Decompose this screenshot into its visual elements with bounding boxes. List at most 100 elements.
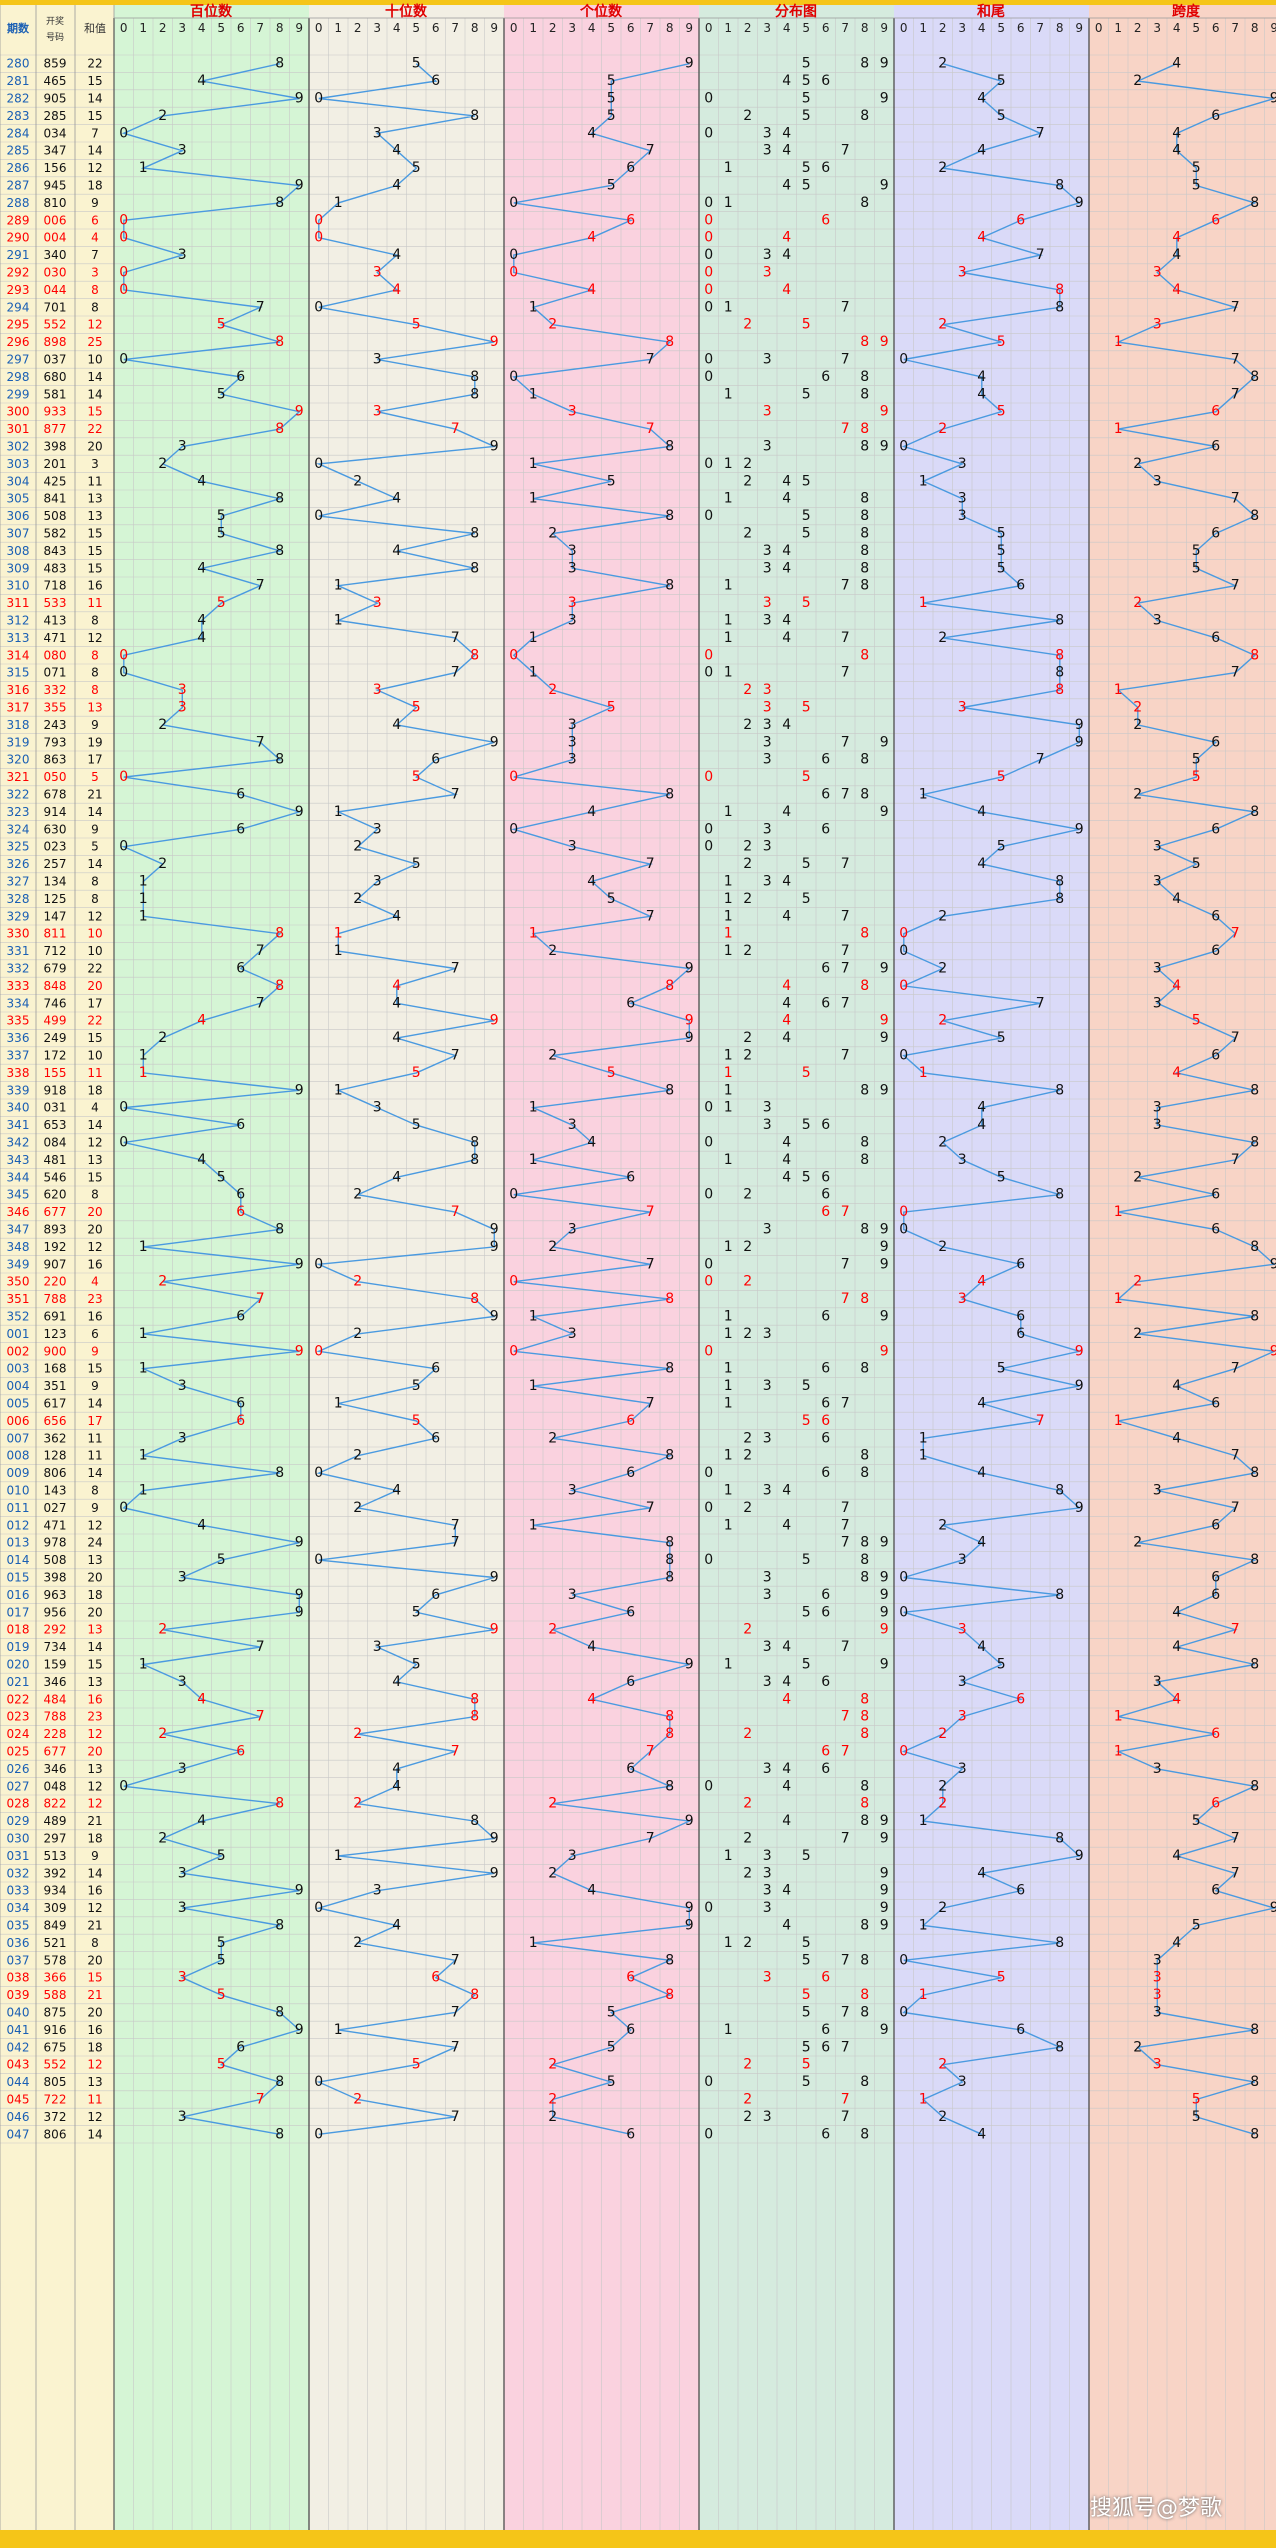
number-cell: 945 bbox=[44, 179, 67, 193]
trend-point-tens: 4 bbox=[392, 1030, 401, 1046]
trend-point-units: 7 bbox=[646, 143, 655, 159]
trend-point-sum_tail: 4 bbox=[977, 856, 986, 872]
distribution-point: 1 bbox=[724, 1082, 733, 1098]
trend-point-sum_tail: 8 bbox=[1055, 665, 1064, 681]
sum-cell: 14 bbox=[87, 1397, 102, 1411]
issue-cell: 337 bbox=[7, 1049, 30, 1063]
number-cell: 257 bbox=[44, 857, 67, 871]
issue-cell: 300 bbox=[7, 405, 30, 419]
distribution-point: 9 bbox=[880, 1343, 889, 1359]
issue-cell: 322 bbox=[7, 788, 30, 802]
distribution-point: 4 bbox=[782, 908, 791, 924]
trend-point-tens: 2 bbox=[353, 1726, 362, 1742]
trend-point-hundreds: 5 bbox=[217, 1848, 226, 1864]
sum-cell: 13 bbox=[87, 1623, 102, 1637]
distribution-point: 1 bbox=[724, 1517, 733, 1533]
trend-point-units: 0 bbox=[509, 769, 518, 785]
trend-point-tens: 4 bbox=[392, 1918, 401, 1934]
issue-cell: 026 bbox=[7, 1762, 30, 1776]
trend-point-hundreds: 9 bbox=[295, 1535, 304, 1551]
issue-cell: 029 bbox=[7, 1814, 30, 1828]
trend-point-sum_tail: 1 bbox=[919, 787, 928, 803]
trend-point-span: 4 bbox=[1172, 282, 1181, 298]
number-cell: 620 bbox=[44, 1188, 67, 1202]
trend-point-span: 3 bbox=[1153, 1674, 1162, 1690]
trend-point-units: 7 bbox=[646, 1396, 655, 1412]
distribution-point: 1 bbox=[724, 1448, 733, 1464]
trend-point-units: 4 bbox=[587, 804, 596, 820]
trend-point-units: 4 bbox=[587, 1639, 596, 1655]
trend-point-hundreds: 5 bbox=[217, 386, 226, 402]
digit-label: 7 bbox=[451, 21, 459, 35]
distribution-point: 5 bbox=[802, 1552, 811, 1568]
sum-cell: 15 bbox=[87, 109, 102, 123]
distribution-point: 6 bbox=[821, 160, 830, 176]
distribution-point: 5 bbox=[802, 1169, 811, 1185]
trend-point-sum_tail: 2 bbox=[938, 1013, 947, 1029]
trend-point-span: 7 bbox=[1231, 1152, 1240, 1168]
distribution-point: 0 bbox=[704, 265, 713, 281]
digit-label: 7 bbox=[1036, 21, 1044, 35]
distribution-point: 6 bbox=[821, 1117, 830, 1133]
trend-point-units: 8 bbox=[665, 1552, 674, 1568]
issue-cell: 293 bbox=[7, 283, 30, 297]
trend-point-units: 7 bbox=[646, 352, 655, 368]
trend-point-tens: 7 bbox=[451, 2039, 460, 2055]
issue-cell: 284 bbox=[7, 126, 30, 140]
distribution-point: 8 bbox=[860, 1465, 869, 1481]
trend-point-span: 3 bbox=[1153, 473, 1162, 489]
trend-point-tens: 3 bbox=[373, 821, 382, 837]
trend-point-units: 9 bbox=[685, 961, 694, 977]
trend-point-units: 7 bbox=[646, 1204, 655, 1220]
sum-cell: 10 bbox=[87, 944, 102, 958]
trend-point-hundreds: 8 bbox=[275, 1222, 284, 1238]
number-cell: 678 bbox=[44, 788, 67, 802]
trend-point-hundreds: 6 bbox=[236, 1744, 245, 1760]
issue-cell: 035 bbox=[7, 1919, 30, 1933]
issue-cell: 016 bbox=[7, 1588, 30, 1602]
digit-label: 4 bbox=[1173, 21, 1181, 35]
trend-point-tens: 7 bbox=[451, 1204, 460, 1220]
distribution-point: 2 bbox=[743, 943, 752, 959]
trend-point-units: 6 bbox=[626, 212, 635, 228]
sum-cell: 7 bbox=[91, 248, 99, 262]
trend-point-sum_tail: 0 bbox=[899, 1222, 908, 1238]
distribution-point: 2 bbox=[743, 1935, 752, 1951]
digit-label: 7 bbox=[1231, 21, 1239, 35]
issue-cell: 034 bbox=[7, 1901, 30, 1915]
distribution-point: 3 bbox=[763, 821, 772, 837]
trend-point-tens: 5 bbox=[412, 856, 421, 872]
distribution-point: 1 bbox=[724, 1396, 733, 1412]
issue-cell: 002 bbox=[7, 1344, 30, 1358]
trend-point-span: 6 bbox=[1211, 630, 1220, 646]
distribution-point: 4 bbox=[782, 1517, 791, 1533]
distribution-point: 5 bbox=[802, 317, 811, 333]
distribution-point: 2 bbox=[743, 1622, 752, 1638]
trend-point-units: 5 bbox=[607, 2074, 616, 2090]
distribution-point: 6 bbox=[821, 2022, 830, 2038]
distribution-point: 5 bbox=[802, 73, 811, 89]
distribution-point: 8 bbox=[860, 1813, 869, 1829]
trend-point-units: 7 bbox=[646, 1831, 655, 1847]
trend-point-tens: 7 bbox=[451, 1744, 460, 1760]
trend-point-units: 3 bbox=[568, 1587, 577, 1603]
distribution-point: 9 bbox=[880, 334, 889, 350]
number-cell: 793 bbox=[44, 735, 67, 749]
issue-cell: 030 bbox=[7, 1832, 30, 1846]
distribution-point: 8 bbox=[860, 369, 869, 385]
distribution-point: 3 bbox=[763, 247, 772, 263]
distribution-point: 4 bbox=[782, 1918, 791, 1934]
issue-cell: 003 bbox=[7, 1362, 30, 1376]
number-cell: 841 bbox=[44, 492, 67, 506]
trend-point-units: 1 bbox=[529, 665, 538, 681]
trend-point-sum_tail: 5 bbox=[997, 108, 1006, 124]
number-cell: 080 bbox=[44, 648, 67, 662]
trend-point-sum_tail: 8 bbox=[1055, 1587, 1064, 1603]
trend-point-hundreds: 6 bbox=[236, 369, 245, 385]
trend-point-sum_tail: 4 bbox=[977, 2126, 986, 2142]
trend-point-sum_tail: 6 bbox=[1016, 1256, 1025, 1272]
distribution-point: 5 bbox=[802, 178, 811, 194]
distribution-point: 1 bbox=[724, 630, 733, 646]
digit-label: 8 bbox=[471, 21, 479, 35]
trend-point-hundreds: 7 bbox=[256, 1291, 265, 1307]
